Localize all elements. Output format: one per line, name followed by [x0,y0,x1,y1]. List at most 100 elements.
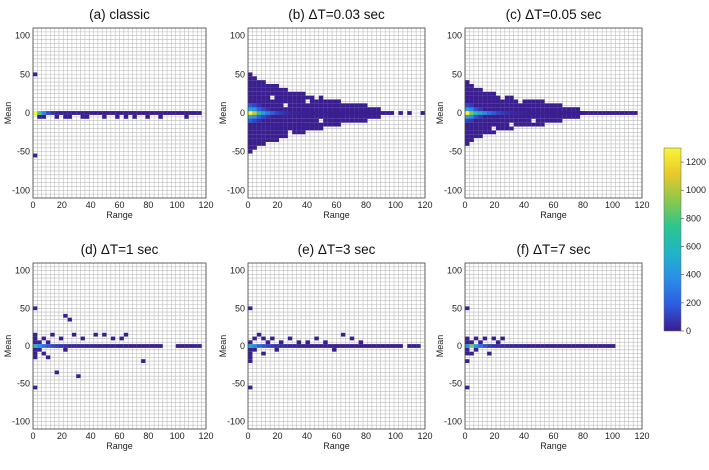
heatmap-cell [332,347,337,352]
heatmap-cell-envelope [336,99,341,104]
heatmap-cell [248,103,253,108]
heatmap-cell [394,344,399,348]
heatmap-cell [309,111,315,115]
x-tick-label: 40 [86,200,96,210]
colorbar-tick-label: 1200 [686,157,706,167]
heatmap-cell-envelope [535,122,541,127]
heatmap-cell-envelope [518,103,523,108]
heatmap-cell [50,111,55,115]
heatmap-cell-envelope [314,103,319,108]
heatmap-cell-envelope [509,114,514,119]
heatmap-cell [248,351,253,356]
heatmap-cell-envelope [274,126,279,131]
heatmap-cell [256,344,262,348]
heatmap-cell-envelope [265,91,271,96]
heatmap-cell [132,114,137,119]
heatmap-cell-envelope [482,107,488,112]
heatmap-cell [469,107,474,112]
heatmap-cell [136,344,142,348]
heatmap-cell-envelope [465,141,470,146]
heatmap-cell [615,111,620,115]
heatmap-cell-envelope [305,118,310,123]
heatmap-cell [261,107,266,112]
heatmap-cell [287,111,293,115]
heatmap-cell-envelope [270,107,275,112]
heatmap-cell-envelope [495,122,501,127]
heatmap-cell [71,344,77,348]
heatmap-cell [158,111,163,115]
x-tick-label: 100 [605,200,620,210]
heatmap-cell [465,103,470,108]
heatmap-cell [283,111,288,115]
heatmap-cell-envelope [265,126,271,131]
heatmap-cell [71,111,77,115]
heatmap-cell-envelope [487,130,492,135]
heatmap-cell-envelope [363,103,368,108]
heatmap-cell-envelope [261,84,266,88]
heatmap-cell [571,111,576,115]
y-axis-label: Mean [218,102,228,125]
heatmap-cell-envelope [504,95,510,100]
heatmap-cell-envelope [292,107,297,112]
heatmap-cell-envelope [522,114,527,119]
heatmap-cell-envelope [252,145,257,150]
heatmap-cell-envelope [553,118,558,123]
heatmap-cell-envelope [252,87,257,92]
heatmap-cell [84,344,90,348]
heatmap-cell [54,344,59,348]
heatmap-cell-envelope [265,103,271,108]
heatmap-cell-envelope [265,130,271,135]
heatmap-cell-envelope [252,99,257,104]
heatmap-cell [197,111,202,115]
heatmap-cell-envelope [509,103,514,108]
x-tick-label: 20 [272,431,282,441]
heatmap-cell-envelope [270,91,275,96]
heatmap-cell [500,344,505,348]
heatmap-cell [336,111,341,115]
heatmap-cell-envelope [469,126,474,131]
heatmap-cell [544,344,550,348]
heatmap-cell-envelope [535,107,541,112]
heatmap-cell [71,332,77,337]
y-tick-label: 50 [235,69,245,79]
heatmap-cell [389,344,395,348]
heatmap-cell [37,114,42,119]
heatmap-cell-envelope [274,91,279,96]
heatmap-cell-envelope [557,118,563,123]
heatmap-cell [332,111,337,115]
heatmap-cell [327,111,333,115]
heatmap-cell [63,111,68,115]
heatmap-cells [465,306,616,390]
heatmap-cell-envelope [478,103,483,108]
heatmap-cell-envelope [327,122,333,127]
heatmap-cell-envelope [513,107,519,112]
colorbar-tick-label: 800 [686,213,701,223]
heatmap-cell-envelope [482,126,488,131]
heatmap-cell [602,111,607,115]
heatmap-cell [54,111,59,115]
heatmap-cell-envelope [469,122,474,127]
heatmap-cell-envelope [354,114,359,119]
heatmap-cell [469,114,474,119]
heatmap-cell [611,344,616,348]
heatmap-cell-envelope [274,134,279,139]
x-tick-label: 60 [548,431,558,441]
heatmap-cell [45,355,51,360]
heatmap-cell [84,111,90,115]
heatmap-cell [154,111,159,115]
heatmap-cell-envelope [274,130,279,135]
heatmap-cell [345,344,350,348]
heatmap-cell-envelope [292,114,297,119]
heatmap-cell-envelope [252,84,257,88]
x-tick-label: 120 [198,200,213,210]
heatmap-cell-envelope [358,118,364,123]
x-tick-label: 0 [30,200,35,210]
heatmap-cell-envelope [336,107,341,112]
heatmap-cell [270,111,275,115]
heatmap-cell [309,344,315,348]
x-tick-label: 80 [143,431,153,441]
heatmap-cell-envelope [504,122,510,127]
heatmap-cell-envelope [256,87,262,92]
heatmap-cell-envelope [248,72,253,77]
x-tick-label: 20 [57,431,67,441]
